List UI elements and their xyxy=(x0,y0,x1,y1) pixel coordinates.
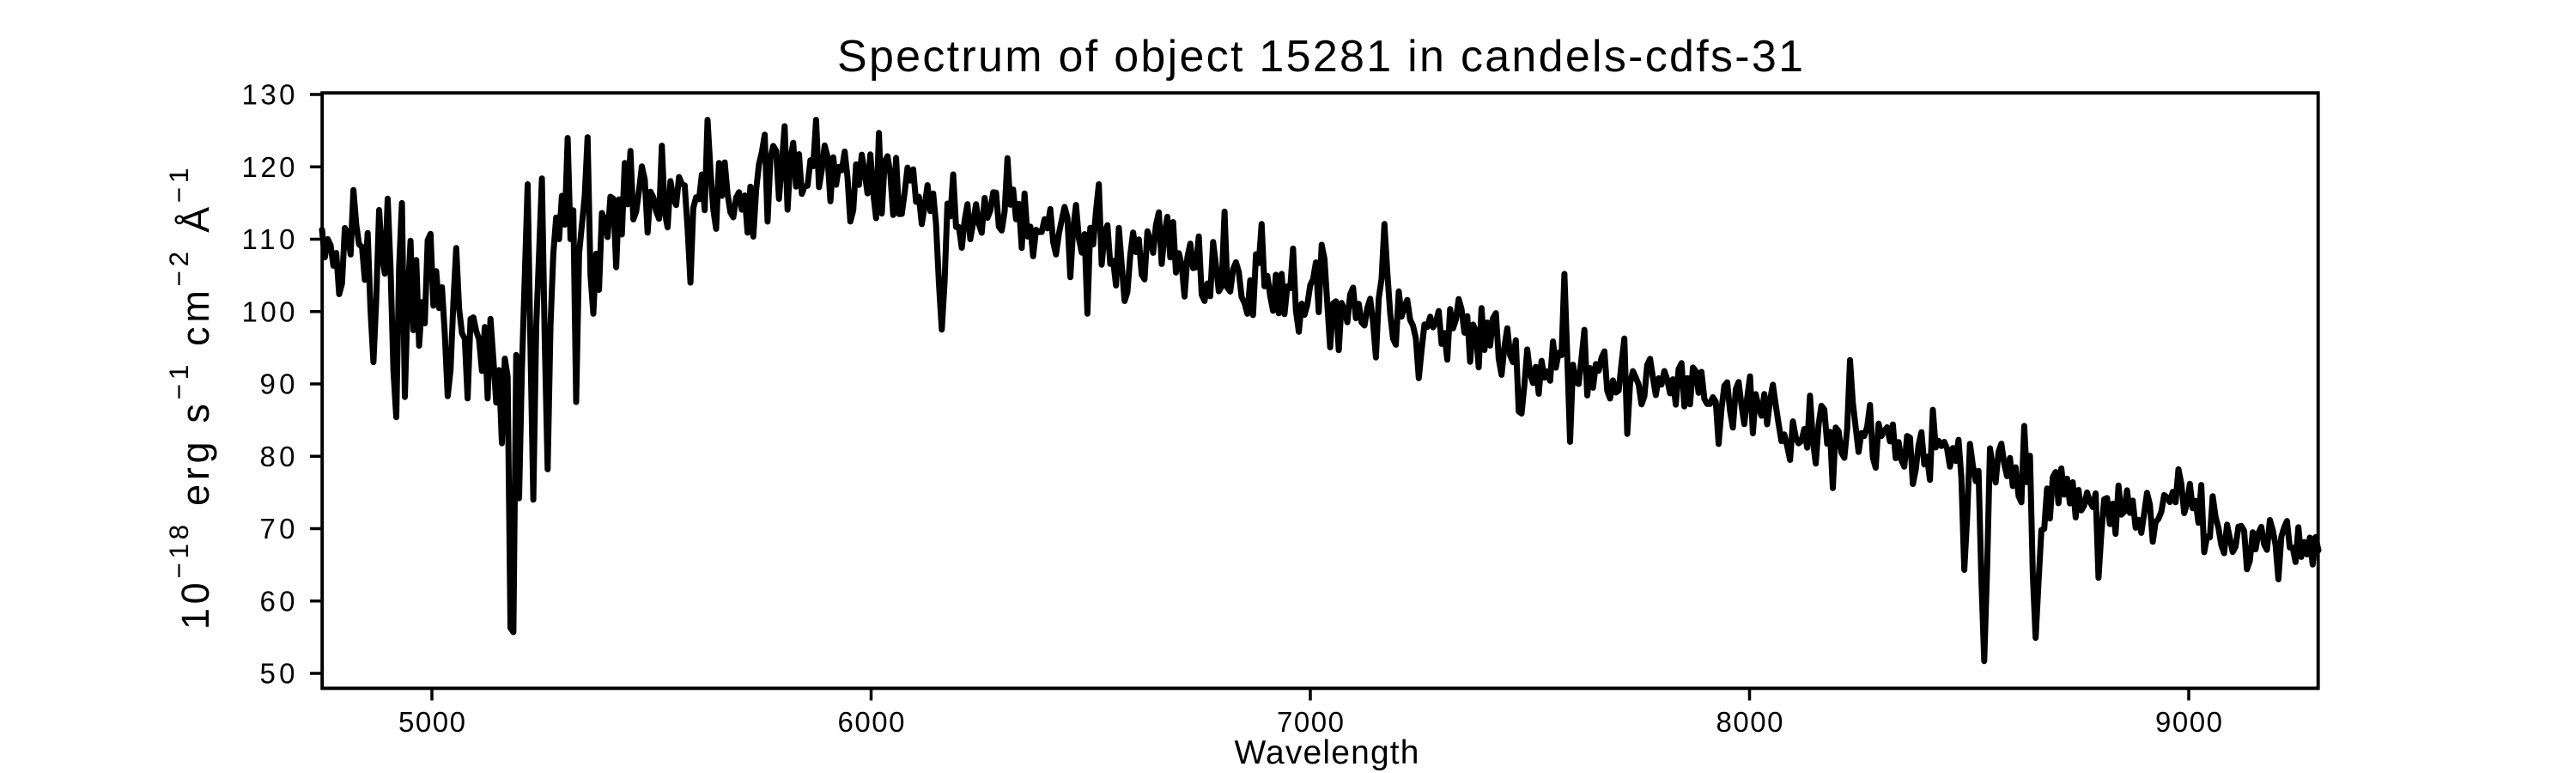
svg-text:7000: 7000 xyxy=(1277,706,1344,738)
svg-text:130: 130 xyxy=(242,79,295,111)
svg-text:110: 110 xyxy=(242,223,295,255)
svg-text:5000: 5000 xyxy=(398,706,465,738)
svg-text:Spectrum of object 15281 in ca: Spectrum of object 15281 in candels-cdfs… xyxy=(837,32,1803,82)
svg-text:Wavelength: Wavelength xyxy=(1235,734,1419,771)
svg-text:100: 100 xyxy=(242,295,295,327)
svg-text:6000: 6000 xyxy=(838,706,905,738)
svg-text:120: 120 xyxy=(242,151,295,183)
svg-text:9000: 9000 xyxy=(2155,706,2222,738)
svg-text:8000: 8000 xyxy=(1716,706,1783,738)
